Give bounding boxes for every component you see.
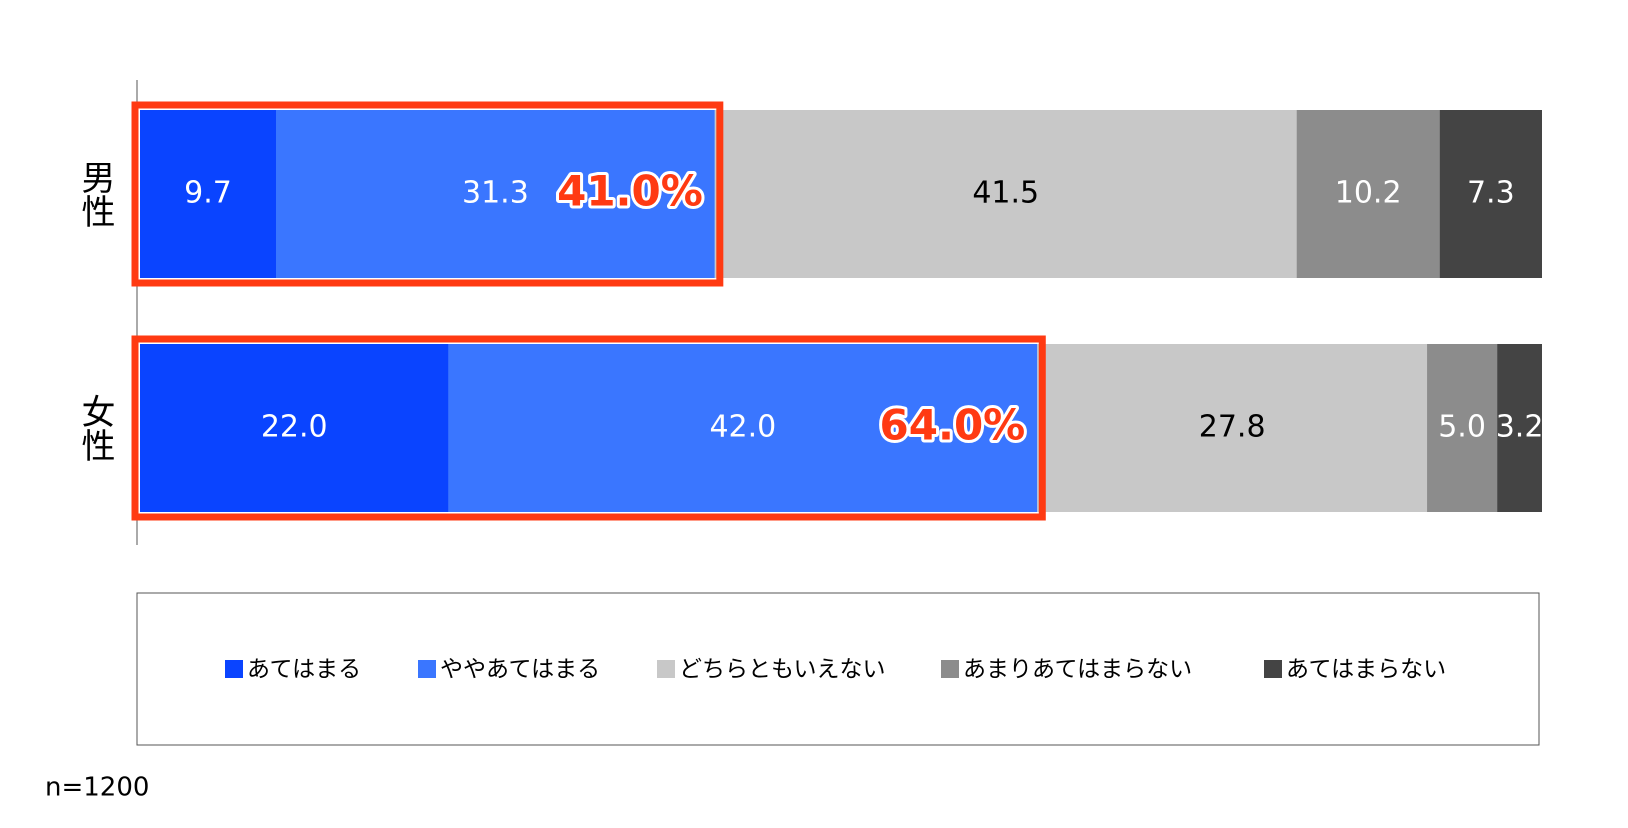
bar-segment xyxy=(275,110,715,278)
value-label: 5.0 xyxy=(1438,410,1486,445)
bar-segment xyxy=(1427,344,1498,512)
legend-swatch xyxy=(941,660,959,678)
legend-swatch xyxy=(1264,660,1282,678)
legend-label: あまりあてはまらない xyxy=(963,657,1192,683)
value-label: 31.3 xyxy=(462,176,529,211)
bar-segment xyxy=(1497,344,1542,512)
y-tick-label: 女性 xyxy=(75,394,115,462)
value-label: 9.7 xyxy=(184,176,232,211)
legend-label: あてはまる xyxy=(247,657,361,683)
bar-segment xyxy=(448,344,1038,512)
legend-label: あてはまらない xyxy=(1286,657,1446,683)
annotation: 64.0% xyxy=(880,401,1026,450)
bar-segment xyxy=(1296,110,1440,278)
y-tick-label: 男性 xyxy=(75,160,115,228)
legend-swatch xyxy=(225,660,243,678)
value-label: 27.8 xyxy=(1199,410,1266,445)
value-label: 41.5 xyxy=(972,176,1039,211)
bar-segment xyxy=(1037,344,1428,512)
legend-swatch xyxy=(418,660,436,678)
annotation: 41.0% xyxy=(557,167,703,216)
legend-label: ややあてはまる xyxy=(440,657,600,683)
value-label: 22.0 xyxy=(261,410,328,445)
value-label: 3.2 xyxy=(1496,410,1544,445)
value-label: 7.3 xyxy=(1467,176,1515,211)
bar-segment xyxy=(140,344,449,512)
highlight-box xyxy=(131,335,1046,521)
value-label: 10.2 xyxy=(1335,176,1402,211)
legend-swatch xyxy=(657,660,675,678)
bar-segment xyxy=(1439,110,1542,278)
bar-segment xyxy=(714,110,1297,278)
bar-segment xyxy=(140,110,276,278)
legend-box xyxy=(136,592,1540,746)
value-label: 42.0 xyxy=(709,410,776,445)
note: n=1200 xyxy=(45,773,149,803)
highlight-box xyxy=(131,101,724,287)
legend-label: どちらともいえない xyxy=(679,657,886,683)
